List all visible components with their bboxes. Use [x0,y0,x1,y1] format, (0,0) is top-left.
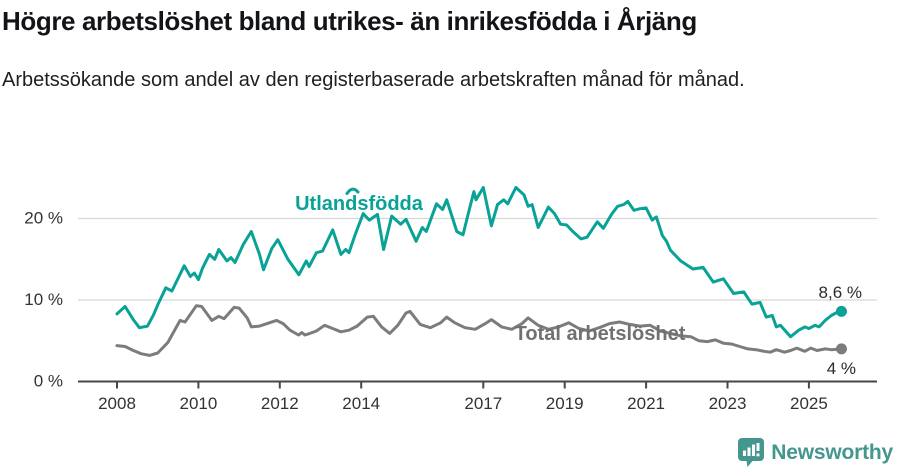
page-title: Högre arbetslöshet bland utrikes- än inr… [2,6,697,36]
series-label-total: Total arbetslöshet [515,323,686,345]
x-axis-label: 2012 [261,394,299,413]
series-line-utlandsfodda [115,186,843,339]
x-axis-label: 2008 [98,394,136,413]
y-axis-label: 10 % [24,290,63,309]
x-axis-label: 2025 [790,394,828,413]
end-value-label-total: 4 % [827,359,856,378]
y-axis-label: 20 % [24,209,63,228]
series-label-utlandsfodda: Utlandsfödda [295,193,424,215]
end-value-label-utlandsfodda: 8,6 % [819,283,862,302]
x-axis-label: 2017 [464,394,502,413]
line-artifact [345,187,360,195]
series-end-dot-total [835,343,847,355]
newsworthy-logo-icon [738,438,765,467]
y-axis-label: 0 % [34,372,63,391]
brand-footer: Newsworthy [738,438,893,467]
x-axis-label: 2021 [627,394,665,413]
x-axis-label: 2014 [342,394,380,413]
chart-subtitle: Arbetssökande som andel av den registerb… [2,69,745,91]
series-end-dot-utlandsfodda [835,305,847,317]
x-axis-label: 2019 [546,394,584,413]
x-axis-label: 2010 [179,394,217,413]
x-axis-label: 2023 [709,394,747,413]
series-line-total [115,304,843,357]
brand-name: Newsworthy [771,440,893,464]
